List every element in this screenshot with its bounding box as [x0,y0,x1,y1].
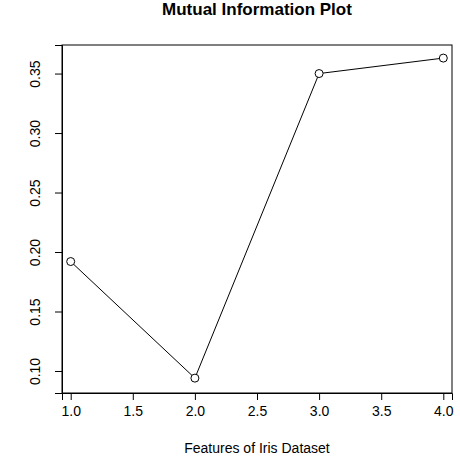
y-tick: 0.10 [27,358,62,385]
data-point [439,54,447,62]
x-tick: 2.0 [186,393,206,419]
y-tick-mark [55,371,62,372]
x-tick-mark [257,393,258,400]
x-tick-label: 1.5 [124,403,144,419]
data-line [71,58,444,378]
data-point [315,70,323,78]
y-tick: 0.15 [27,298,62,325]
chart: 1.0 1.5 2.0 2.5 3.0 3.5 4.0 0.10 0.15 0.20 0.25 0.3… [0,0,460,460]
y-axis: 0.10 0.15 0.20 0.25 0.30 0.35 [27,46,63,394]
x-tick-mark [71,393,72,400]
y-tick: 0.20 [27,239,62,266]
chart-title: Mutual Information Plot [162,0,352,19]
y-tick-label: 0.30 [27,120,43,147]
y-tick-mark [55,252,62,253]
x-tick-mark [319,393,320,400]
y-tick-label: 0.35 [27,60,43,87]
x-axis-title: Features of Iris Dataset [184,440,330,456]
x-tick-mark [443,393,444,400]
y-tick-label: 0.20 [27,239,43,266]
x-tick-mark [381,393,382,400]
y-tick: 0.25 [27,179,62,206]
plot-frame [62,45,452,393]
y-axis-line [55,46,63,394]
x-tick-label: 2.0 [186,403,206,419]
data-point [67,258,75,266]
x-tick-mark [195,393,196,400]
x-tick: 3.0 [310,393,330,419]
data-point [191,374,199,382]
x-tick-mark [133,393,134,400]
x-axis: 1.0 1.5 2.0 2.5 3.0 3.5 4.0 [61,393,453,419]
x-tick-label: 4.0 [434,403,454,419]
y-tick: 0.30 [27,120,62,147]
y-tick-mark [55,312,62,313]
y-tick-mark [55,193,62,194]
y-tick-mark [55,133,62,134]
x-tick-label: 3.0 [310,403,330,419]
y-tick-label: 0.10 [27,358,43,385]
x-tick: 4.0 [434,393,454,419]
y-tick: 0.35 [27,60,62,87]
y-tick-label: 0.25 [27,179,43,206]
x-tick: 3.5 [372,393,392,419]
x-tick: 2.5 [248,393,268,419]
x-axis-line [63,394,453,401]
x-tick-label: 1.0 [61,403,81,419]
x-tick: 1.0 [61,393,81,419]
x-tick-label: 3.5 [372,403,392,419]
y-tick-mark [55,74,62,75]
y-tick-label: 0.15 [27,298,43,325]
x-tick: 1.5 [124,393,144,419]
x-tick-label: 2.5 [248,403,268,419]
plot-area [67,54,448,382]
